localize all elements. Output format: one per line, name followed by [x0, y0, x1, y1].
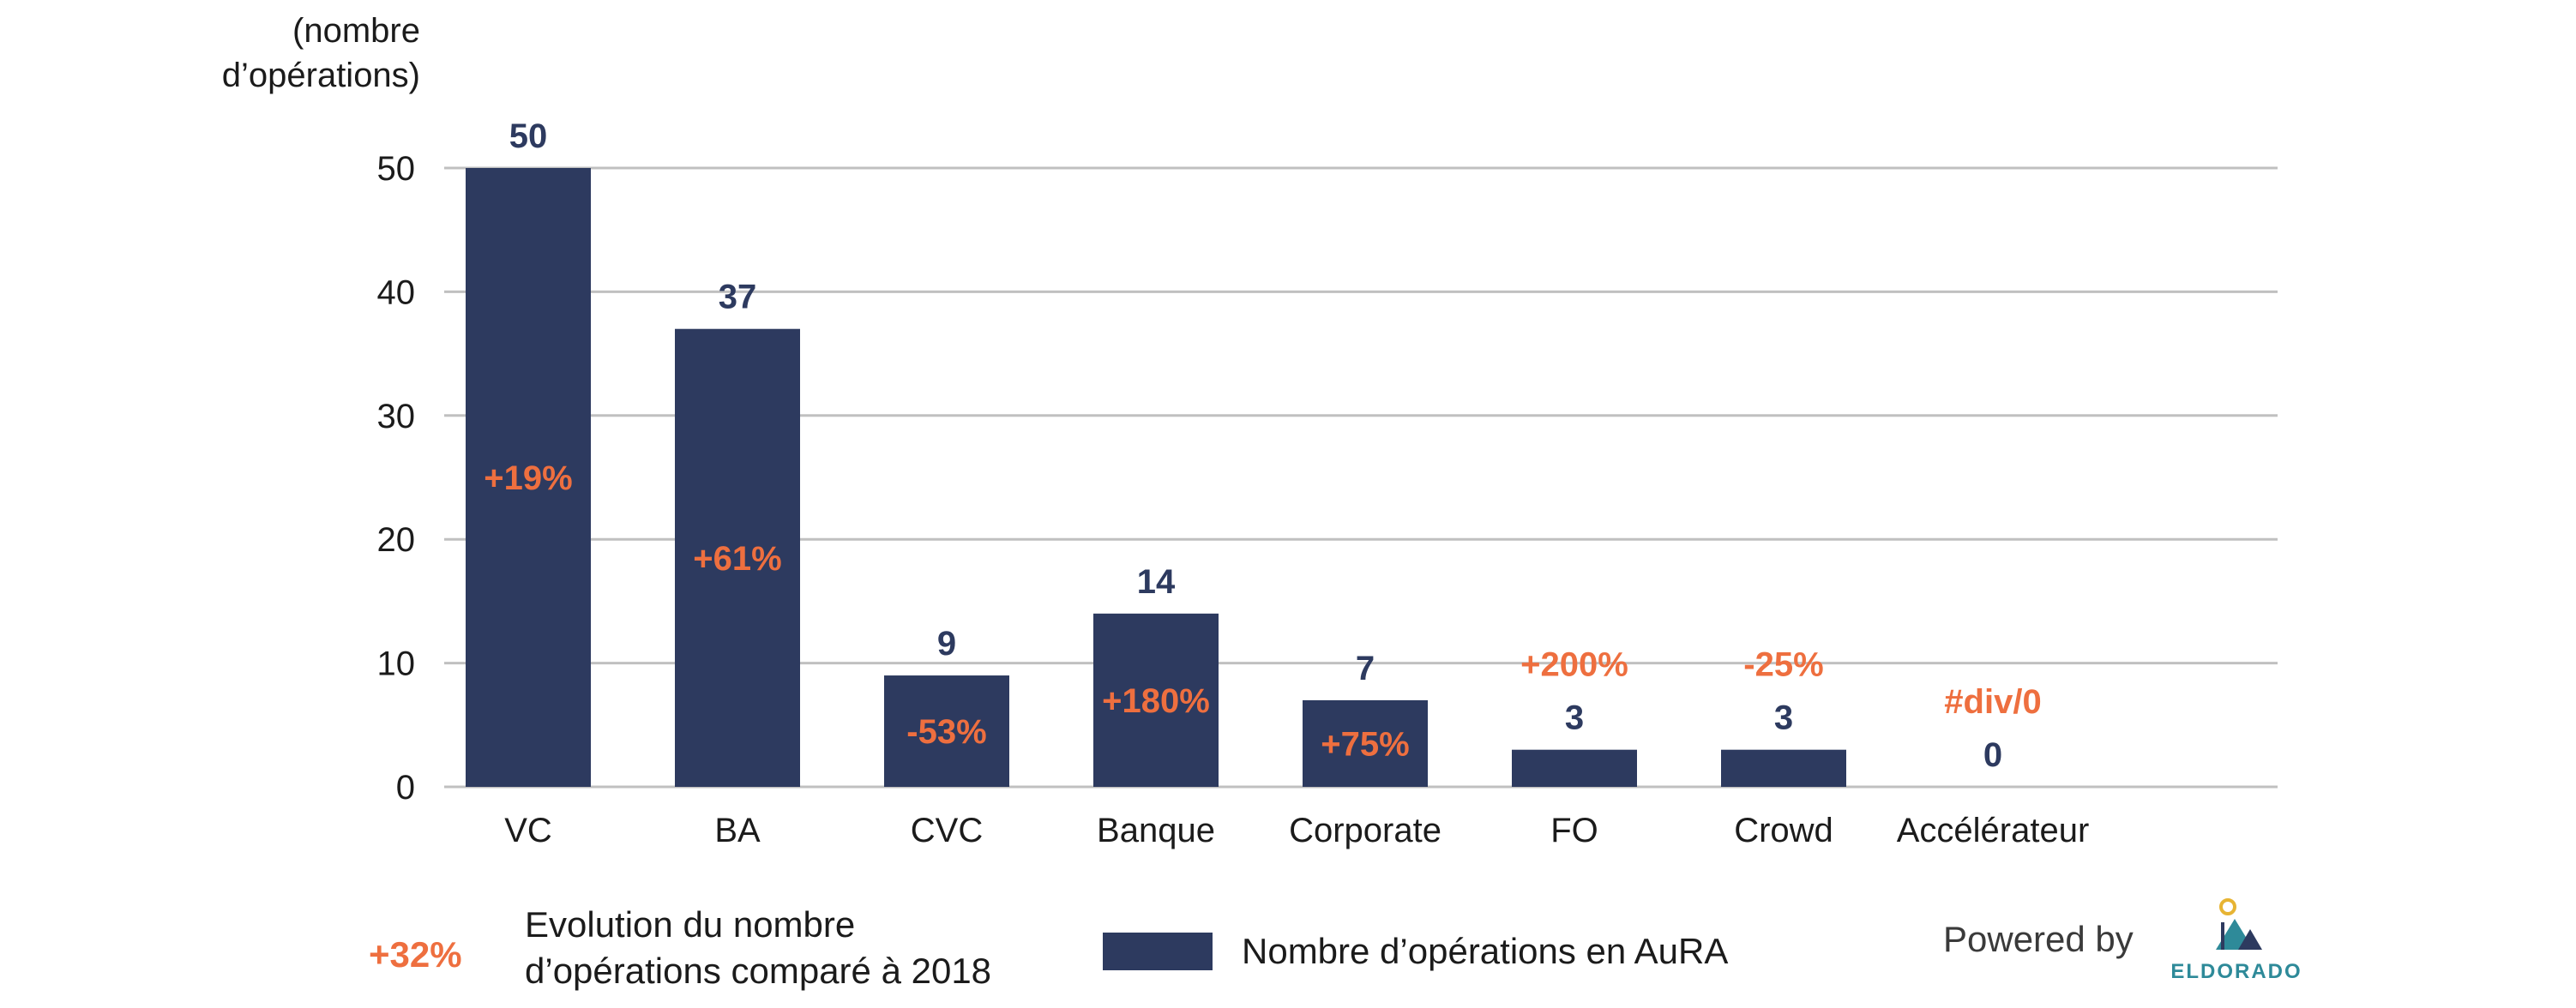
bars	[466, 168, 1846, 788]
change-label-fo: +200%	[1520, 646, 1628, 684]
value-label-corporate: 7	[1356, 650, 1375, 687]
bar-corporate	[1303, 699, 1428, 787]
change-legend-example: +32%	[369, 934, 462, 975]
value-label-ba: 37	[719, 279, 757, 316]
powered-by-text: Powered by	[1943, 919, 2134, 959]
x-tick-label-ba: BA	[714, 812, 761, 849]
change-label-vc: +19%	[484, 459, 572, 497]
x-tick-label-vc: VC	[504, 812, 552, 849]
value-label-vc: 50	[509, 117, 548, 155]
change-label-cvc: -53%	[906, 713, 986, 751]
change-legend-line1: Evolution du nombre	[525, 904, 856, 945]
y-tick-label-40: 40	[377, 273, 416, 311]
y-axis-title: (nombre d’opérations)	[154, 9, 420, 98]
bar-ba	[675, 328, 800, 788]
value-label-fo: 3	[1565, 699, 1584, 737]
change-legend-line2: d’opérations comparé à 2018	[525, 951, 992, 991]
change-label-crowd: -25%	[1743, 646, 1823, 684]
change-label-banque: +180%	[1102, 682, 1210, 720]
y-tick-label-30: 30	[377, 398, 416, 435]
eldorado-logo: ELDORADO	[2168, 898, 2305, 993]
x-tick-label-cvc: CVC	[911, 812, 983, 849]
y-axis-title-line2: d’opérations)	[221, 57, 420, 94]
bar-fo	[1512, 749, 1637, 787]
y-tick-label-10: 10	[377, 645, 416, 683]
bar-crowd	[1721, 749, 1846, 787]
x-tick-label-corporate: Corporate	[1289, 812, 1441, 849]
y-tick-label-0: 0	[396, 769, 415, 807]
legend-label: Nombre d’opérations en AuRA	[1242, 931, 1729, 971]
bar-banque	[1093, 613, 1219, 787]
change-label-ba: +61%	[693, 540, 781, 578]
change-label-corporate: +75%	[1321, 725, 1409, 763]
x-tick-label-accelerateur: Accélérateur	[1897, 812, 2090, 849]
eldorado-logo-text: ELDORADO	[2170, 960, 2302, 983]
y-axis-title-line1: (nombre	[292, 12, 420, 50]
change-legend-text: Evolution du nombre d’opérations comparé…	[525, 902, 1142, 994]
eldorado-logo-icon	[2216, 898, 2262, 950]
x-tick-label-banque: Banque	[1097, 812, 1215, 849]
value-label-crowd: 3	[1774, 699, 1793, 737]
value-label-accelerateur: 0	[1983, 736, 2002, 774]
data-labels: 50 +19% 37 +61% 9 -53% 14 +180% 7 +75% 3 +200% 3 -25%…	[484, 117, 2041, 774]
x-axis-ticks: VC BA CVC Banque Corporate FO Crowd Accélérateu…	[504, 812, 2089, 849]
x-tick-label-fo: FO	[1550, 812, 1598, 849]
change-label-accelerateur: #div/0	[1944, 683, 2041, 721]
y-tick-label-50: 50	[377, 150, 416, 188]
y-tick-label-20: 20	[377, 521, 416, 559]
legend-swatch	[1103, 933, 1213, 970]
value-label-cvc: 9	[937, 625, 956, 663]
x-tick-label-crowd: Crowd	[1734, 812, 1833, 849]
bar-cvc	[884, 675, 1009, 787]
y-axis-ticks: 0 10 20 30 40 50	[377, 150, 416, 807]
value-label-banque: 14	[1137, 563, 1176, 601]
bar-vc	[466, 168, 591, 787]
